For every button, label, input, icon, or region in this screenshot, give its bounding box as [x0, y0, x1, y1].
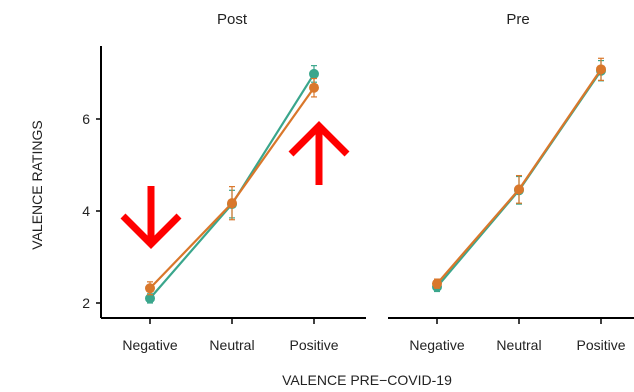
- x-tick-label-neutral: Neutral: [496, 337, 541, 353]
- y-tick-label: 2: [82, 295, 90, 311]
- panel-pre: Pre Negative Neutral Positive: [388, 11, 634, 353]
- x-axis-title: VALENCE PRE−COVID-19: [282, 372, 452, 388]
- panel-title-pre: Pre: [506, 11, 529, 28]
- arrow-down-icon: [120, 186, 182, 249]
- y-axis-title: VALENCE RATINGS: [29, 120, 45, 249]
- marks-post: [120, 65, 350, 304]
- data-point-teal: [309, 68, 319, 79]
- y-tick-label: 6: [82, 111, 90, 127]
- y-tick-label: 4: [82, 203, 90, 219]
- data-point-orange: [596, 64, 606, 75]
- y-ticks: 2 4 6: [82, 111, 101, 311]
- data-point-teal: [145, 293, 155, 304]
- data-point-orange: [514, 184, 524, 195]
- data-point-orange: [145, 283, 155, 294]
- panel-title-post: Post: [217, 11, 248, 28]
- data-point-orange: [309, 82, 319, 93]
- data-point-orange: [432, 278, 442, 289]
- x-tick-label-negative: Negative: [122, 337, 177, 353]
- x-ticks-post: Negative Neutral Positive: [122, 318, 339, 353]
- x-tick-label-positive: Positive: [289, 337, 338, 353]
- arrow-up-icon: [288, 121, 350, 185]
- marks-pre: [432, 57, 606, 293]
- data-point-orange: [227, 198, 237, 209]
- x-tick-label-neutral: Neutral: [209, 337, 254, 353]
- panel-post: Post 2 4 6 Negative Neutral Positive: [82, 11, 366, 353]
- x-tick-label-positive: Positive: [576, 337, 625, 353]
- x-ticks-pre: Negative Neutral Positive: [409, 318, 626, 353]
- x-tick-label-negative: Negative: [409, 337, 464, 353]
